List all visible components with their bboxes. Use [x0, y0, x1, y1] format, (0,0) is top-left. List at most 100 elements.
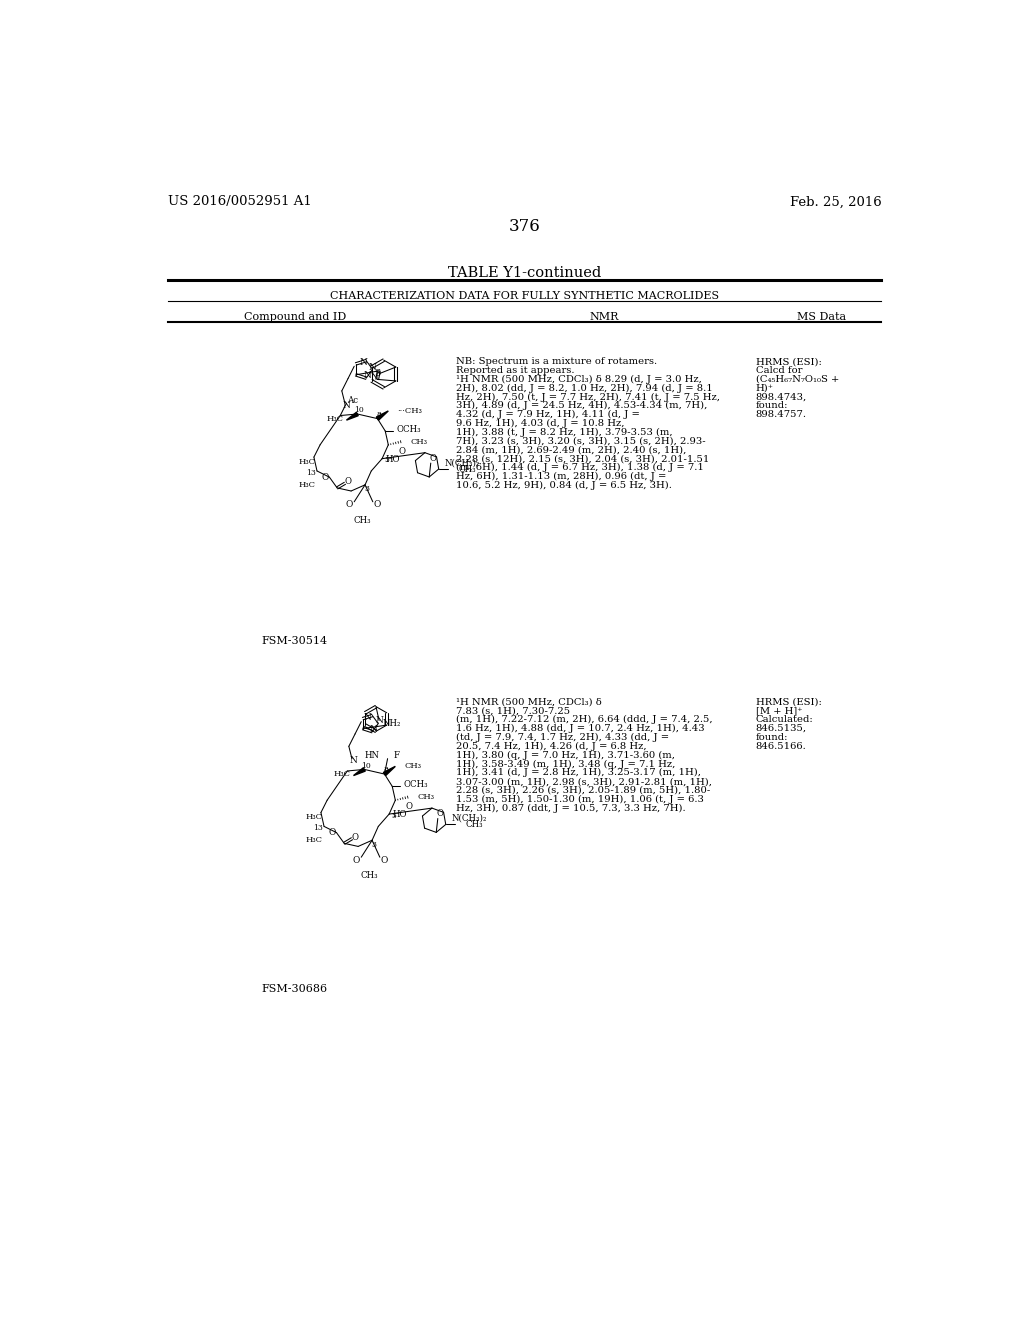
Text: N: N [364, 371, 372, 380]
Text: (td, J = 7.9, 7.4, 1.7 Hz, 2H), 4.33 (dd, J =: (td, J = 7.9, 7.4, 1.7 Hz, 2H), 4.33 (dd… [456, 733, 669, 742]
Text: Reported as it appears.: Reported as it appears. [456, 366, 574, 375]
Text: O: O [406, 803, 413, 810]
Text: CH₃: CH₃ [404, 763, 422, 771]
Text: 1H), 3.58-3.49 (m, 1H), 3.48 (q, J = 7.1 Hz,: 1H), 3.58-3.49 (m, 1H), 3.48 (q, J = 7.1… [456, 759, 675, 768]
Text: 2.84 (m, 1H), 2.69-2.49 (m, 2H), 2.40 (s, 1H),: 2.84 (m, 1H), 2.69-2.49 (m, 2H), 2.40 (s… [456, 446, 686, 454]
Text: HRMS (ESI):: HRMS (ESI): [756, 697, 821, 706]
Text: Feb. 25, 2016: Feb. 25, 2016 [790, 195, 882, 209]
Text: N: N [359, 358, 367, 367]
Text: 2.28 (s, 12H), 2.15 (s, 3H), 2.04 (s, 3H), 2.01-1.51: 2.28 (s, 12H), 2.15 (s, 3H), 2.04 (s, 3H… [456, 454, 710, 463]
Text: US 2016/0052951 A1: US 2016/0052951 A1 [168, 195, 312, 209]
Text: ¹H NMR (500 MHz, CDCl₃) δ 8.29 (d, J = 3.0 Hz,: ¹H NMR (500 MHz, CDCl₃) δ 8.29 (d, J = 3… [456, 375, 701, 384]
Text: O: O [381, 855, 388, 865]
Polygon shape [377, 411, 388, 420]
Text: CH₃: CH₃ [459, 465, 476, 474]
Text: N: N [371, 374, 378, 383]
Polygon shape [383, 767, 395, 776]
Text: N: N [342, 401, 350, 411]
Text: H₃C: H₃C [305, 813, 323, 821]
Text: ¹H NMR (500 MHz, CDCl₃) δ: ¹H NMR (500 MHz, CDCl₃) δ [456, 697, 601, 706]
Text: (C₄₅H₆₇N₇O₁₀S +: (C₄₅H₆₇N₇O₁₀S + [756, 375, 839, 384]
Text: 7.83 (s, 1H), 7.30-7.25: 7.83 (s, 1H), 7.30-7.25 [456, 706, 570, 715]
Text: H)⁺: H)⁺ [756, 384, 774, 392]
Text: HO: HO [392, 810, 407, 818]
Text: 3: 3 [371, 841, 376, 849]
Text: N: N [349, 756, 357, 766]
Text: MS Data: MS Data [797, 313, 846, 322]
Text: 1.6 Hz, 1H), 4.88 (dd, J = 10.7, 2.4 Hz, 1H), 4.43: 1.6 Hz, 1H), 4.88 (dd, J = 10.7, 2.4 Hz,… [456, 723, 705, 733]
Text: 13: 13 [313, 824, 323, 832]
Text: O: O [437, 809, 444, 818]
Text: FSM-30686: FSM-30686 [261, 983, 328, 994]
Text: N(CH₃)₂: N(CH₃)₂ [452, 814, 487, 822]
Text: 2H), 8.02 (dd, J = 8.2, 1.0 Hz, 2H), 7.94 (d, J = 8.1: 2H), 8.02 (dd, J = 8.2, 1.0 Hz, 2H), 7.9… [456, 384, 713, 393]
Text: Calcd for: Calcd for [756, 366, 802, 375]
Text: found:: found: [756, 401, 788, 411]
Text: 3H), 4.89 (d, J = 24.5 Hz, 4H), 4.53-4.34 (m, 7H),: 3H), 4.89 (d, J = 24.5 Hz, 4H), 4.53-4.3… [456, 401, 708, 411]
Text: H₃C: H₃C [298, 458, 315, 466]
Text: CH₃: CH₃ [353, 516, 371, 525]
Text: [M + H]⁺: [M + H]⁺ [756, 706, 802, 715]
Text: 8: 8 [377, 411, 382, 418]
Polygon shape [353, 768, 366, 776]
Text: H₃C: H₃C [334, 770, 350, 777]
Text: Hz, 3H), 0.87 (ddt, J = 10.5, 7.3, 3.3 Hz, 7H).: Hz, 3H), 0.87 (ddt, J = 10.5, 7.3, 3.3 H… [456, 804, 685, 813]
Text: 846.5166.: 846.5166. [756, 742, 807, 751]
Text: N: N [376, 715, 384, 725]
Text: NB: Spectrum is a mixture of rotamers.: NB: Spectrum is a mixture of rotamers. [456, 358, 657, 366]
Text: 13: 13 [306, 469, 315, 477]
Text: O: O [329, 828, 336, 837]
Text: O: O [351, 833, 358, 842]
Polygon shape [346, 412, 358, 420]
Text: CH₃: CH₃ [417, 793, 434, 801]
Text: 10: 10 [361, 762, 371, 770]
Text: Hz, 2H), 7.50 (t, J = 7.7 Hz, 2H), 7.41 (t, J = 7.5 Hz,: Hz, 2H), 7.50 (t, J = 7.7 Hz, 2H), 7.41 … [456, 392, 720, 401]
Text: TABLE Y1-continued: TABLE Y1-continued [449, 267, 601, 280]
Text: Hz, 6H), 1.31-1.13 (m, 28H), 0.96 (dt, J =: Hz, 6H), 1.31-1.13 (m, 28H), 0.96 (dt, J… [456, 473, 667, 482]
Text: 2.28 (s, 3H), 2.26 (s, 3H), 2.05-1.89 (m, 5H), 1.80-: 2.28 (s, 3H), 2.26 (s, 3H), 2.05-1.89 (m… [456, 785, 710, 795]
Text: CH₃: CH₃ [360, 871, 378, 880]
Text: CH₃: CH₃ [466, 820, 483, 829]
Text: 1H), 3.88 (t, J = 8.2 Hz, 1H), 3.79-3.53 (m,: 1H), 3.88 (t, J = 8.2 Hz, 1H), 3.79-3.53… [456, 428, 673, 437]
Text: OCH₃: OCH₃ [403, 780, 428, 789]
Text: 376: 376 [509, 218, 541, 235]
Text: CH₃: CH₃ [410, 438, 427, 446]
Text: O: O [353, 855, 360, 865]
Text: 3.07-3.00 (m, 1H), 2.98 (s, 3H), 2.91-2.81 (m, 1H),: 3.07-3.00 (m, 1H), 2.98 (s, 3H), 2.91-2.… [456, 777, 712, 787]
Text: 10.6, 5.2 Hz, 9H), 0.84 (d, J = 6.5 Hz, 3H).: 10.6, 5.2 Hz, 9H), 0.84 (d, J = 6.5 Hz, … [456, 480, 672, 490]
Text: H₃C: H₃C [305, 837, 323, 845]
Text: HO: HO [385, 454, 400, 463]
Text: F: F [394, 751, 399, 760]
Text: 1H), 3.80 (q, J = 7.0 Hz, 1H), 3.71-3.60 (m,: 1H), 3.80 (q, J = 7.0 Hz, 1H), 3.71-3.60… [456, 751, 675, 759]
Text: 3: 3 [365, 486, 369, 494]
Text: Calculated:: Calculated: [756, 715, 813, 725]
Text: ···CH₃: ···CH₃ [397, 407, 423, 414]
Text: FSM-30514: FSM-30514 [261, 636, 328, 645]
Text: Ac: Ac [347, 396, 358, 405]
Text: OCH₃: OCH₃ [396, 425, 421, 434]
Text: 10: 10 [354, 407, 364, 414]
Text: S: S [374, 368, 380, 378]
Text: found:: found: [756, 733, 788, 742]
Text: 5: 5 [391, 812, 396, 820]
Text: 8: 8 [384, 766, 388, 775]
Text: NMR: NMR [590, 313, 620, 322]
Text: O: O [322, 473, 330, 482]
Text: NH₂: NH₂ [382, 719, 400, 729]
Text: 4.32 (d, J = 7.9 Hz, 1H), 4.11 (d, J =: 4.32 (d, J = 7.9 Hz, 1H), 4.11 (d, J = [456, 411, 640, 420]
Text: N: N [370, 725, 378, 734]
Text: 898.4743,: 898.4743, [756, 392, 807, 401]
Text: (m, 6H), 1.44 (d, J = 6.7 Hz, 3H), 1.38 (d, J = 7.1: (m, 6H), 1.44 (d, J = 6.7 Hz, 3H), 1.38 … [456, 463, 703, 473]
Text: O: O [398, 446, 406, 455]
Text: 9.6 Hz, 1H), 4.03 (d, J = 10.8 Hz,: 9.6 Hz, 1H), 4.03 (d, J = 10.8 Hz, [456, 418, 625, 428]
Text: H₃C: H₃C [298, 480, 315, 488]
Text: N(CH₃)₂: N(CH₃)₂ [444, 458, 480, 467]
Text: 5: 5 [384, 457, 389, 465]
Text: 1.53 (m, 5H), 1.50-1.30 (m, 19H), 1.06 (t, J = 6.3: 1.53 (m, 5H), 1.50-1.30 (m, 19H), 1.06 (… [456, 795, 703, 804]
Text: 1H), 3.41 (d, J = 2.8 Hz, 1H), 3.25-3.17 (m, 1H),: 1H), 3.41 (d, J = 2.8 Hz, 1H), 3.25-3.17… [456, 768, 700, 777]
Text: O: O [430, 454, 437, 463]
Text: (m, 1H), 7.22-7.12 (m, 2H), 6.64 (ddd, J = 7.4, 2.5,: (m, 1H), 7.22-7.12 (m, 2H), 6.64 (ddd, J… [456, 715, 713, 725]
Text: Compound and ID: Compound and ID [244, 313, 346, 322]
Text: O: O [344, 478, 351, 486]
Text: N: N [369, 363, 377, 371]
